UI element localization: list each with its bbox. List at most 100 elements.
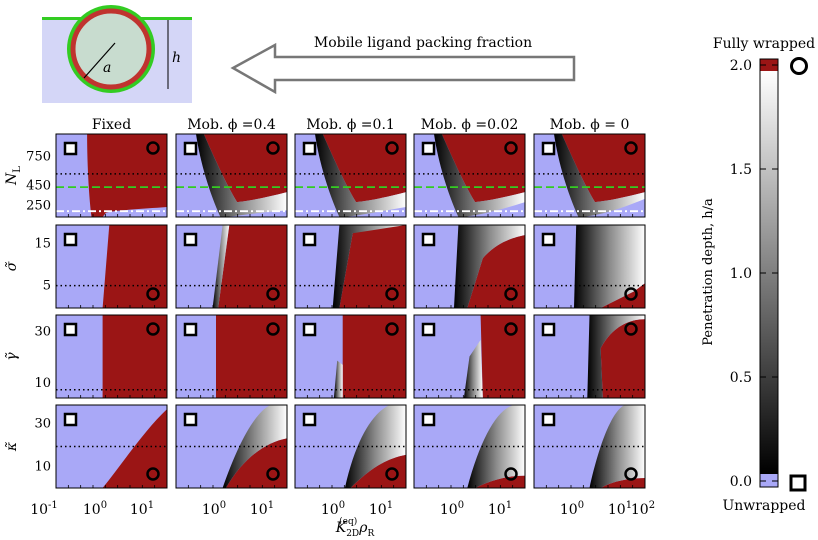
- wrapped-marker-icon: [385, 467, 399, 481]
- panel-frame: [413, 314, 526, 399]
- radius-label: a: [103, 60, 111, 76]
- unwrapped-marker-icon: [302, 141, 317, 156]
- panel-r1-c2: [175, 133, 288, 218]
- panel-frame: [55, 133, 168, 218]
- panel-r1-c1: [55, 133, 168, 218]
- x-tick-label: 100: [440, 500, 464, 518]
- column-title-3: Mob. ϕ =0.1: [306, 117, 395, 133]
- colorbar-bottom-label: Unwrapped: [722, 498, 805, 514]
- wrapped-marker-icon: [504, 467, 518, 481]
- arrow-label: Mobile ligand packing fraction: [314, 35, 532, 51]
- column-titles: Fixed Mob. ϕ =0.4 Mob. ϕ =0.1 Mob. ϕ =0.02 M…: [92, 117, 630, 133]
- panel-frame: [175, 404, 288, 489]
- y-tick-label: 250: [26, 198, 51, 213]
- unwrapped-marker-icon: [541, 322, 556, 337]
- transition-band: [587, 315, 645, 398]
- x-tick-label: 101: [250, 500, 274, 518]
- panel-frame: [175, 224, 288, 309]
- unwrapped-marker-icon: [63, 141, 78, 156]
- wrapped-marker-icon: [385, 141, 399, 155]
- panel-frame: [294, 133, 407, 218]
- x-axis: 10-1 100 101 100 101 100 101 100 101 100 101102K2D…: [30, 500, 655, 539]
- x-tick-label: 10-1: [30, 500, 58, 518]
- x-tick-label: 100: [321, 500, 345, 518]
- transition-band: [463, 339, 483, 398]
- wrapped-region: [561, 134, 645, 203]
- panel-r2-c2: [175, 224, 288, 309]
- unwrapped-marker-icon: [421, 141, 436, 156]
- panel-grid: [55, 133, 646, 489]
- unwrapped-marker-icon: [302, 412, 317, 427]
- unwrapped-marker-icon: [63, 232, 78, 247]
- unwrapped-marker-icon: [302, 322, 317, 337]
- wrapped-region: [600, 478, 645, 488]
- colorbar-wrapped-cap: [760, 59, 778, 71]
- panel-frame: [294, 224, 407, 309]
- unwrapped-marker-icon: [421, 322, 436, 337]
- panel-r3-c5: [533, 314, 646, 399]
- fully-wrapped-marker-icon: [790, 57, 808, 75]
- y-tick-label: 10: [34, 459, 51, 474]
- depth-label: h: [172, 50, 181, 66]
- x-tick-label: 100: [83, 500, 107, 518]
- wrapped-marker-icon: [266, 322, 280, 336]
- y-tick-label: 450: [26, 178, 51, 193]
- panel-r3-c1: [55, 314, 168, 399]
- wrapped-region: [225, 438, 287, 488]
- panel-r2-c3: [294, 224, 407, 309]
- row-label-2: σ̃: [4, 261, 20, 271]
- y-tick-label: 30: [34, 325, 51, 340]
- wrapped-region: [322, 134, 406, 203]
- unwrapped-marker-icon: [302, 232, 317, 247]
- panel-r3-c3: [294, 314, 407, 399]
- transition-band: [212, 225, 230, 308]
- y-tick-label: 750: [26, 149, 51, 164]
- panel-frame: [533, 224, 646, 309]
- panel-frame: [55, 404, 168, 489]
- unwrapped-marker-icon: [541, 232, 556, 247]
- panel-frame: [55, 224, 168, 309]
- wrapped-region: [441, 134, 525, 203]
- column-title-1: Fixed: [92, 117, 131, 133]
- wrapped-marker-icon: [624, 141, 638, 155]
- radius-line: [83, 42, 116, 79]
- wrapped-region: [342, 315, 406, 398]
- y-tick-label: 10: [34, 376, 51, 391]
- colorbar-ticks: 2.0 1.5 1.0 0.5 0.0: [730, 58, 778, 490]
- row-label-4: κ̃: [4, 442, 20, 452]
- transition-band: [344, 405, 406, 488]
- packing-arrow: Mobile ligand packing fraction: [230, 35, 576, 95]
- unwrapped-marker-icon: [183, 322, 198, 337]
- colorbar-tick-label: 0.5: [730, 370, 752, 386]
- panel-r1-c3: [294, 133, 407, 218]
- colorbar-tick-label: 1.0: [730, 266, 752, 282]
- unwrapped-marker-icon: [789, 474, 807, 492]
- x-tick-label: 100: [560, 500, 584, 518]
- wrapped-marker-icon: [624, 322, 638, 336]
- colorbar: Fully wrapped 2.0 1.5 1.0 0.5 0.0 Penetratio…: [701, 36, 815, 514]
- row-label-3: γ̃: [4, 352, 20, 361]
- wrapped-marker-icon: [624, 467, 638, 481]
- unwrapped-marker-icon: [541, 141, 556, 156]
- panel-frame: [294, 314, 407, 399]
- colorbar-unwrapped-cap: [760, 474, 778, 487]
- column-title-2: Mob. ϕ =0.4: [187, 117, 276, 133]
- transition-band: [315, 134, 406, 217]
- x-tick-label: 100: [202, 500, 226, 518]
- wrapped-region: [87, 134, 167, 217]
- unwrapped-marker-icon: [63, 412, 78, 427]
- y-tick-label: 15: [34, 236, 51, 251]
- y-tick-label: 30: [34, 416, 51, 431]
- wrapped-region: [600, 319, 645, 398]
- wrapped-region: [600, 283, 645, 308]
- wrapped-marker-icon: [504, 141, 518, 155]
- wrapped-marker-icon: [146, 287, 160, 301]
- colorbar-axis-label: Penetration depth, h/a: [701, 198, 716, 346]
- x-tick-label: 101: [369, 500, 393, 518]
- colorbar-tick-label: 0.0: [730, 474, 752, 490]
- transition-band: [574, 225, 645, 308]
- transition-band: [589, 405, 645, 488]
- x-tick-label: 102: [631, 500, 655, 518]
- wrapped-marker-icon: [504, 322, 518, 336]
